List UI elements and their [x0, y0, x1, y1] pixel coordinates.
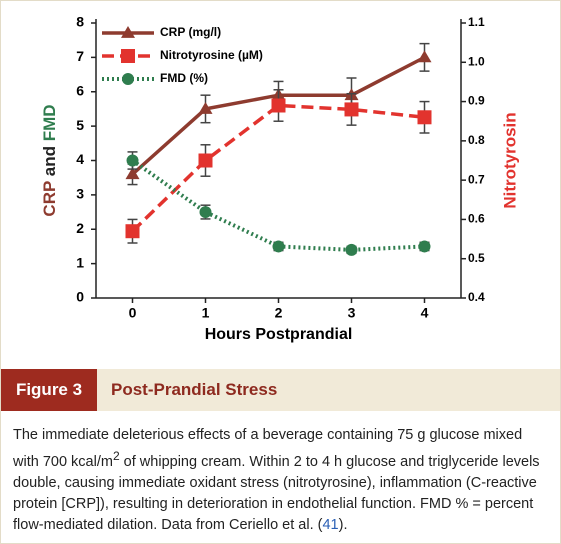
- reference-link[interactable]: 41: [322, 516, 339, 533]
- legend-marker: [121, 26, 135, 38]
- figure-title: Post-Prandial Stress: [111, 380, 278, 399]
- data-point: [344, 102, 359, 117]
- y-axis-label-part: FMD: [40, 104, 59, 141]
- legend-marker: [122, 73, 134, 85]
- chart: 0 1 2 3 4 5 6 7 8 0.4 0.5 0.6 0.7 0.8 0.9 1.0 1.1 0 1 2 3 4 Ho…: [40, 14, 519, 344]
- y-tick-label: 6: [76, 82, 84, 98]
- data-point: [271, 98, 286, 113]
- data-point: [125, 224, 140, 239]
- series-line: [131, 158, 425, 252]
- y2-tick-label: 0.4: [468, 290, 485, 304]
- caption-text: The immediate deleterious effects of a b…: [13, 427, 523, 470]
- y2-tick-label: 1.0: [468, 54, 485, 68]
- data-point: [272, 240, 285, 253]
- y2-tick-label: 0.6: [468, 212, 485, 226]
- y-axis-label-part: CRP: [40, 181, 59, 217]
- y-axis-label: CRP and FMD: [40, 104, 59, 216]
- y-tick-label: 1: [76, 254, 84, 270]
- caption: The immediate deleterious effects of a b…: [13, 425, 548, 536]
- caption-text: of whipping cream. Within 2 to 4 h gluco…: [13, 453, 540, 533]
- y-tick-label: 5: [76, 117, 84, 133]
- y-tick-label: 3: [76, 186, 84, 202]
- y-tick-label: 7: [76, 48, 84, 64]
- data-point: [417, 110, 432, 125]
- x-tick-label: 0: [129, 305, 137, 321]
- legend-marker: [121, 49, 135, 63]
- data-point: [345, 243, 358, 256]
- y-axis-label-part: and: [40, 146, 59, 176]
- data-point: [126, 154, 139, 167]
- data-point: [417, 50, 432, 63]
- caption-text: ).: [338, 516, 348, 533]
- y2-tick-label: 0.9: [468, 94, 485, 108]
- y2-tick-label: 0.8: [468, 133, 485, 147]
- y2-tick-label: 0.7: [468, 172, 485, 186]
- y-tick-label: 0: [76, 289, 84, 305]
- y2-tick-label: 0.5: [468, 251, 485, 265]
- data-point: [198, 153, 213, 168]
- data-point: [125, 167, 140, 180]
- x-tick-label: 2: [275, 305, 283, 321]
- figure-label: Figure 3: [1, 369, 97, 411]
- x-axis-label: Hours Postprandial: [205, 326, 353, 343]
- legend-label: FMD (%): [160, 71, 208, 85]
- x-tick-label: 1: [202, 305, 210, 321]
- data-point: [199, 206, 212, 219]
- caption-band: Figure 3 Post-Prandial Stress: [1, 369, 560, 411]
- x-tick-label: 3: [348, 305, 356, 321]
- y2-axis-label: Nitrotyrosin: [500, 112, 519, 208]
- x-tick-label: 4: [421, 305, 429, 321]
- data-point: [198, 101, 213, 114]
- y2-tick-label: 1.1: [468, 15, 485, 29]
- data-point: [418, 240, 431, 253]
- y-tick-label: 4: [76, 151, 84, 167]
- legend-label: CRP (mg/l): [160, 25, 221, 39]
- series-line: [131, 103, 425, 233]
- y-tick-label: 2: [76, 220, 84, 236]
- superscript: 2: [112, 449, 120, 463]
- y-tick-label: 8: [76, 14, 84, 30]
- legend-label: Nitrotyrosine (µM): [160, 48, 263, 62]
